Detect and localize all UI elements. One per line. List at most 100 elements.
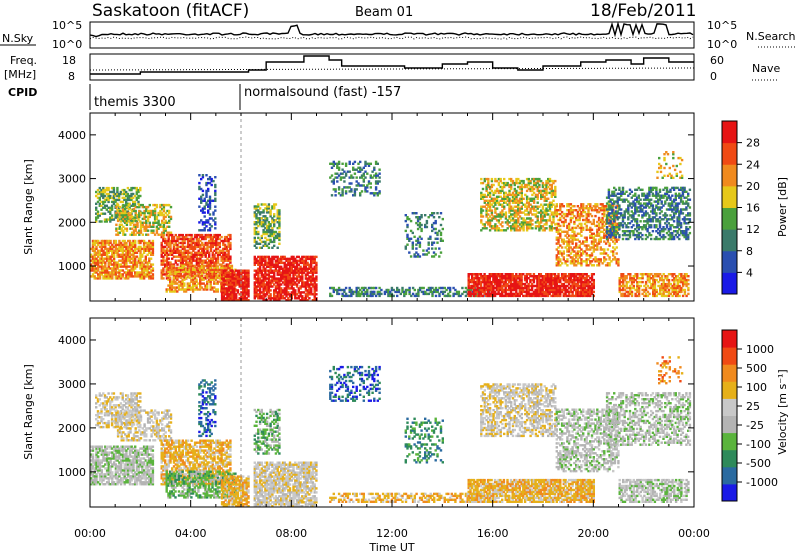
echo-cell (105, 186, 108, 190)
echo-cell (109, 190, 112, 194)
echo-cell (181, 239, 184, 243)
echo-cell (114, 265, 118, 268)
echo-cell (183, 237, 186, 241)
echo-cell (141, 225, 144, 228)
echo-cell (132, 229, 136, 232)
echo-cell (127, 269, 130, 272)
echo-cell (141, 273, 144, 276)
echo-cell (157, 223, 160, 226)
echo-cell (102, 253, 105, 256)
echo-cell (121, 259, 125, 262)
echo-cell (104, 243, 107, 247)
echo-cell (168, 203, 171, 207)
echo-cell (162, 269, 165, 272)
echo-cell (111, 249, 114, 252)
echo-cell (128, 255, 132, 258)
echo-cell (183, 245, 186, 249)
echo-cell (105, 253, 109, 256)
echo-cell (116, 271, 119, 274)
echo-cell (125, 241, 128, 245)
echo-cell (125, 247, 128, 251)
echo-cell (401, 286, 404, 290)
freq-label: Freq. (10, 54, 37, 67)
echo-cell (112, 271, 116, 274)
echo-cell (139, 271, 142, 274)
echo-cell (481, 215, 485, 218)
echo-cell (105, 220, 108, 223)
echo-cell (315, 255, 318, 259)
echo-cell (112, 196, 116, 200)
echo-cell (114, 267, 118, 270)
echo-cell (98, 257, 102, 260)
echo-cell (143, 215, 146, 219)
echo-cell (134, 243, 137, 247)
echo-cell (155, 229, 159, 232)
echo-cell (109, 249, 112, 252)
echo-cell (178, 235, 181, 239)
echo-cell (114, 277, 118, 280)
echo-cell (118, 265, 121, 268)
echo-cell (172, 243, 176, 247)
echo-cell (95, 277, 98, 280)
echo-cell (145, 227, 148, 230)
echo-cell (90, 255, 93, 258)
echo-cell (179, 233, 183, 237)
echo-cell (126, 192, 130, 196)
echo-cell (132, 231, 136, 234)
nave-series (89, 67, 695, 71)
echo-cell (117, 198, 121, 202)
echo-cell (139, 239, 142, 243)
echo-cell (134, 273, 137, 276)
echo-cell (151, 243, 155, 247)
echo-cell (155, 203, 159, 207)
echo-cell (105, 208, 108, 211)
echo-cell (133, 202, 137, 205)
echo-cell (179, 255, 183, 258)
echo-cell (93, 255, 96, 258)
echo-cell (93, 267, 96, 270)
echo-cell (171, 249, 174, 252)
echo-cell (90, 267, 93, 270)
echo-cell (125, 265, 128, 268)
echo-cell (95, 241, 98, 245)
echo-cell (104, 251, 107, 254)
echo-cell (148, 241, 151, 245)
echo-cell (148, 215, 151, 219)
echo-cell (167, 253, 170, 256)
echo-cell (128, 269, 132, 272)
echo-cell (134, 241, 137, 245)
echo-cell (148, 249, 151, 252)
echo-cell (110, 208, 114, 211)
echo-cell (138, 215, 141, 219)
echo-cell (141, 253, 144, 256)
echo-cell (118, 277, 121, 280)
echo-cell (178, 245, 181, 249)
echo-cell (100, 220, 103, 223)
echo-cell (103, 212, 107, 215)
echo-cell (214, 209, 217, 212)
echo-cell (97, 241, 100, 245)
echo-cell (205, 225, 208, 228)
echo-cell (159, 209, 162, 213)
echo-cell (114, 271, 118, 274)
echo-cell (97, 261, 100, 264)
nave-tick-bottom: 0 (710, 70, 717, 83)
echo-cell (176, 245, 179, 249)
echo-cell (269, 293, 272, 296)
echo-cell (133, 216, 137, 219)
echo-cell (121, 261, 125, 264)
echo-cell (107, 255, 110, 258)
echo-cell (122, 229, 125, 232)
echo-cell (119, 263, 123, 266)
echo-cell (142, 269, 146, 272)
echo-cell (109, 267, 112, 270)
echo-cell (128, 196, 131, 200)
echo-cell (111, 277, 114, 280)
echo-cell (139, 220, 142, 223)
echo-cell (126, 216, 130, 219)
echo-cell (142, 239, 146, 243)
echo-cell (118, 245, 121, 249)
echo-cell (134, 227, 137, 230)
echo-cell (112, 198, 116, 202)
echo-cell (148, 213, 151, 217)
